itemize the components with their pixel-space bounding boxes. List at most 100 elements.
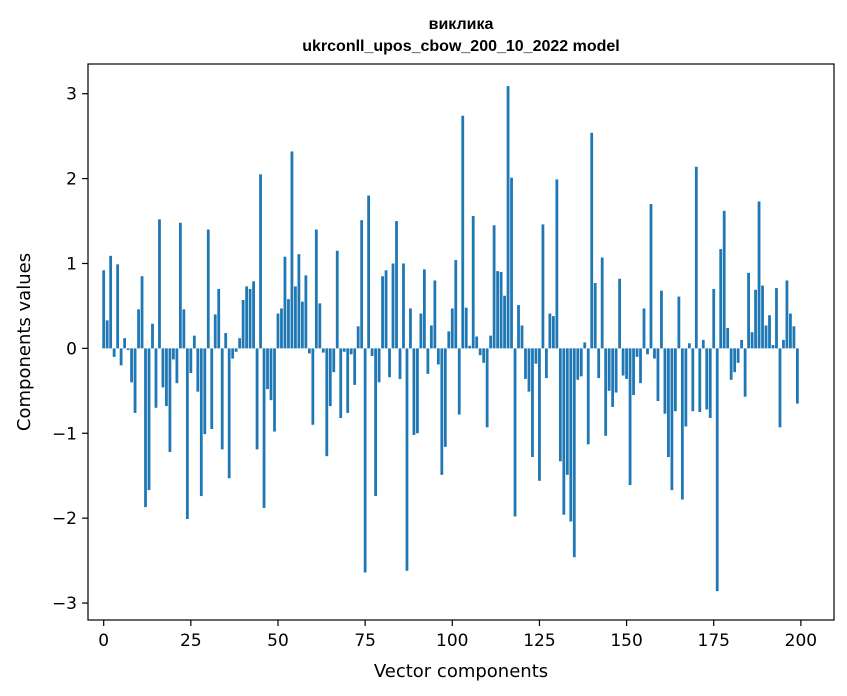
bar-92 [423,269,426,349]
bar-43 [252,281,255,349]
bar-88 [409,308,412,349]
x-axis-label: Vector components [374,661,548,682]
bar-24 [185,348,189,519]
bar-69 [342,348,346,352]
bar-125 [538,348,541,481]
bar-81 [384,270,388,349]
bar-74 [360,220,364,349]
bar-178 [722,210,726,349]
bar-72 [353,348,357,385]
bar-110 [485,348,489,428]
bar-179 [726,327,730,349]
bar-166 [680,348,684,500]
bar-36 [227,348,231,479]
bar-22 [178,222,182,349]
bar-42 [248,288,252,349]
bar-118 [513,348,517,517]
bar-183 [740,339,744,349]
bar-series [102,86,799,592]
bar-108 [478,348,482,356]
bar-194 [778,348,782,428]
bar-17 [161,348,165,388]
bar-3 [112,348,116,357]
bar-20 [172,348,175,360]
bar-159 [656,348,660,401]
y-tick-label: −3 [52,594,77,614]
bar-158 [653,348,656,359]
bar-78 [374,348,377,497]
bar-115 [503,295,506,349]
bar-101 [454,260,458,349]
bar-57 [300,301,304,349]
bar-144 [604,348,608,436]
bar-142 [597,348,601,379]
bar-140 [590,132,594,349]
bar-109 [482,348,486,363]
bar-148 [618,278,622,349]
bar-177 [719,249,723,349]
bar-184 [743,348,747,397]
bar-19 [168,348,172,452]
bar-87 [405,348,409,571]
bar-61 [314,229,318,349]
bar-70 [346,348,350,413]
bar-39 [238,338,242,349]
bar-137 [579,348,583,377]
bar-122 [527,348,531,392]
bar-77 [370,348,374,357]
bar-33 [217,288,221,349]
bar-76 [367,195,371,349]
bar-86 [402,263,405,349]
y-tick-label: −2 [52,509,77,529]
bar-134 [569,348,573,522]
x-tick-label: 150 [610,631,642,651]
bar-129 [551,316,555,349]
bar-98 [443,348,447,447]
bar-26 [192,335,196,349]
bar-16 [158,219,161,349]
bar-79 [377,348,381,383]
bar-64 [325,348,329,457]
bar-67 [335,250,339,349]
bar-165 [677,296,681,349]
bar-60 [311,348,315,425]
bar-48 [269,348,273,401]
bar-181 [733,348,737,373]
bar-153 [635,348,639,357]
bar-147 [614,348,618,393]
bar-80 [381,276,384,349]
bar-2 [109,255,113,349]
bar-146 [611,348,615,407]
bar-106 [471,215,475,349]
bar-73 [356,326,360,349]
bar-112 [492,225,496,349]
bar-47 [266,348,269,390]
y-tick-label: 1 [66,254,77,274]
bar-189 [761,285,764,349]
bar-199 [796,348,799,404]
bar-141 [593,283,597,349]
bar-133 [565,348,569,475]
bar-164 [673,348,677,412]
bar-111 [489,335,493,349]
bar-53 [287,299,290,349]
bar-114 [499,271,503,349]
bar-84 [395,221,398,349]
bar-58 [304,275,308,349]
bar-32 [213,314,217,349]
bar-163 [670,348,674,491]
bar-193 [775,288,778,349]
bar-150 [625,348,628,379]
x-tick-label: 50 [267,631,289,651]
bar-59 [307,348,311,354]
bar-187 [754,289,757,349]
bar-97 [440,348,444,475]
bar-93 [426,348,430,374]
bar-192 [771,344,775,349]
bar-176 [715,348,719,592]
bar-54 [290,151,294,349]
bar-11 [140,276,144,349]
bar-120 [520,325,524,349]
bar-103 [461,115,465,349]
bar-182 [736,348,740,363]
